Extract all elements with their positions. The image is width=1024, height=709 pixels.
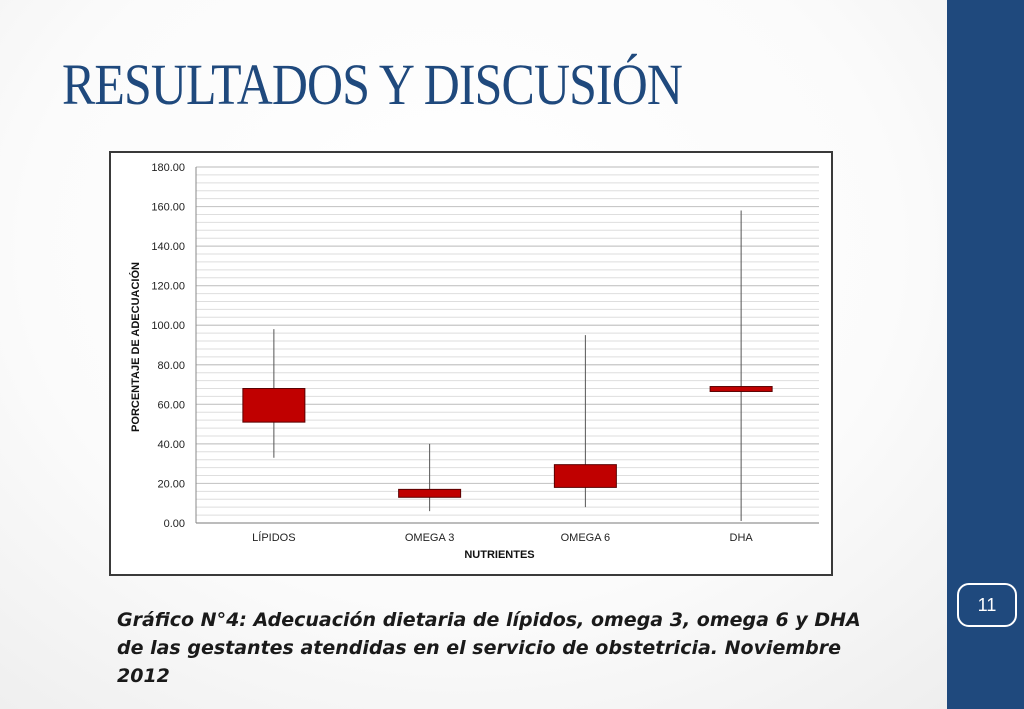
y-axis-title: PORCENTAJE DE ADECUACIÓN: [129, 262, 142, 432]
y-tick-label: 40.00: [157, 439, 185, 451]
x-tick-label: OMEGA 6: [561, 532, 611, 544]
x-tick-label: LÍPIDOS: [252, 531, 295, 544]
y-tick-label: 120.00: [151, 281, 185, 293]
y-tick-label: 160.00: [151, 202, 185, 214]
page-number-badge: 11: [957, 583, 1017, 627]
box-plot-chart: 0.00 20.00 40.00 60.00 80.00 100.00 120.00 140.…: [129, 162, 819, 561]
box-1: [242, 388, 306, 423]
x-tick-label: DHA: [730, 532, 754, 544]
box-2: [398, 488, 462, 498]
y-tick-label: 60.00: [157, 399, 185, 411]
x-tick-label: OMEGA 3: [405, 532, 455, 544]
chart-caption: Gráfico N°4: Adecuación dietaria de lípi…: [117, 609, 861, 687]
y-tick-label: 180.00: [151, 162, 185, 174]
y-tick-label: 80.00: [157, 360, 185, 372]
slide-title: RESULTADOS Y DISCUSIÓN: [62, 52, 683, 117]
box-3: [553, 464, 617, 488]
y-tick-label: 140.00: [151, 241, 185, 253]
y-tick-label: 20.00: [157, 478, 185, 490]
x-axis-title: NUTRIENTES: [464, 549, 534, 561]
box-4: [709, 386, 773, 392]
chart-frame: 0.00 20.00 40.00 60.00 80.00 100.00 120.00 140.…: [109, 151, 833, 576]
y-tick-label: 0.00: [164, 518, 185, 530]
y-tick-label: 100.00: [151, 320, 185, 332]
